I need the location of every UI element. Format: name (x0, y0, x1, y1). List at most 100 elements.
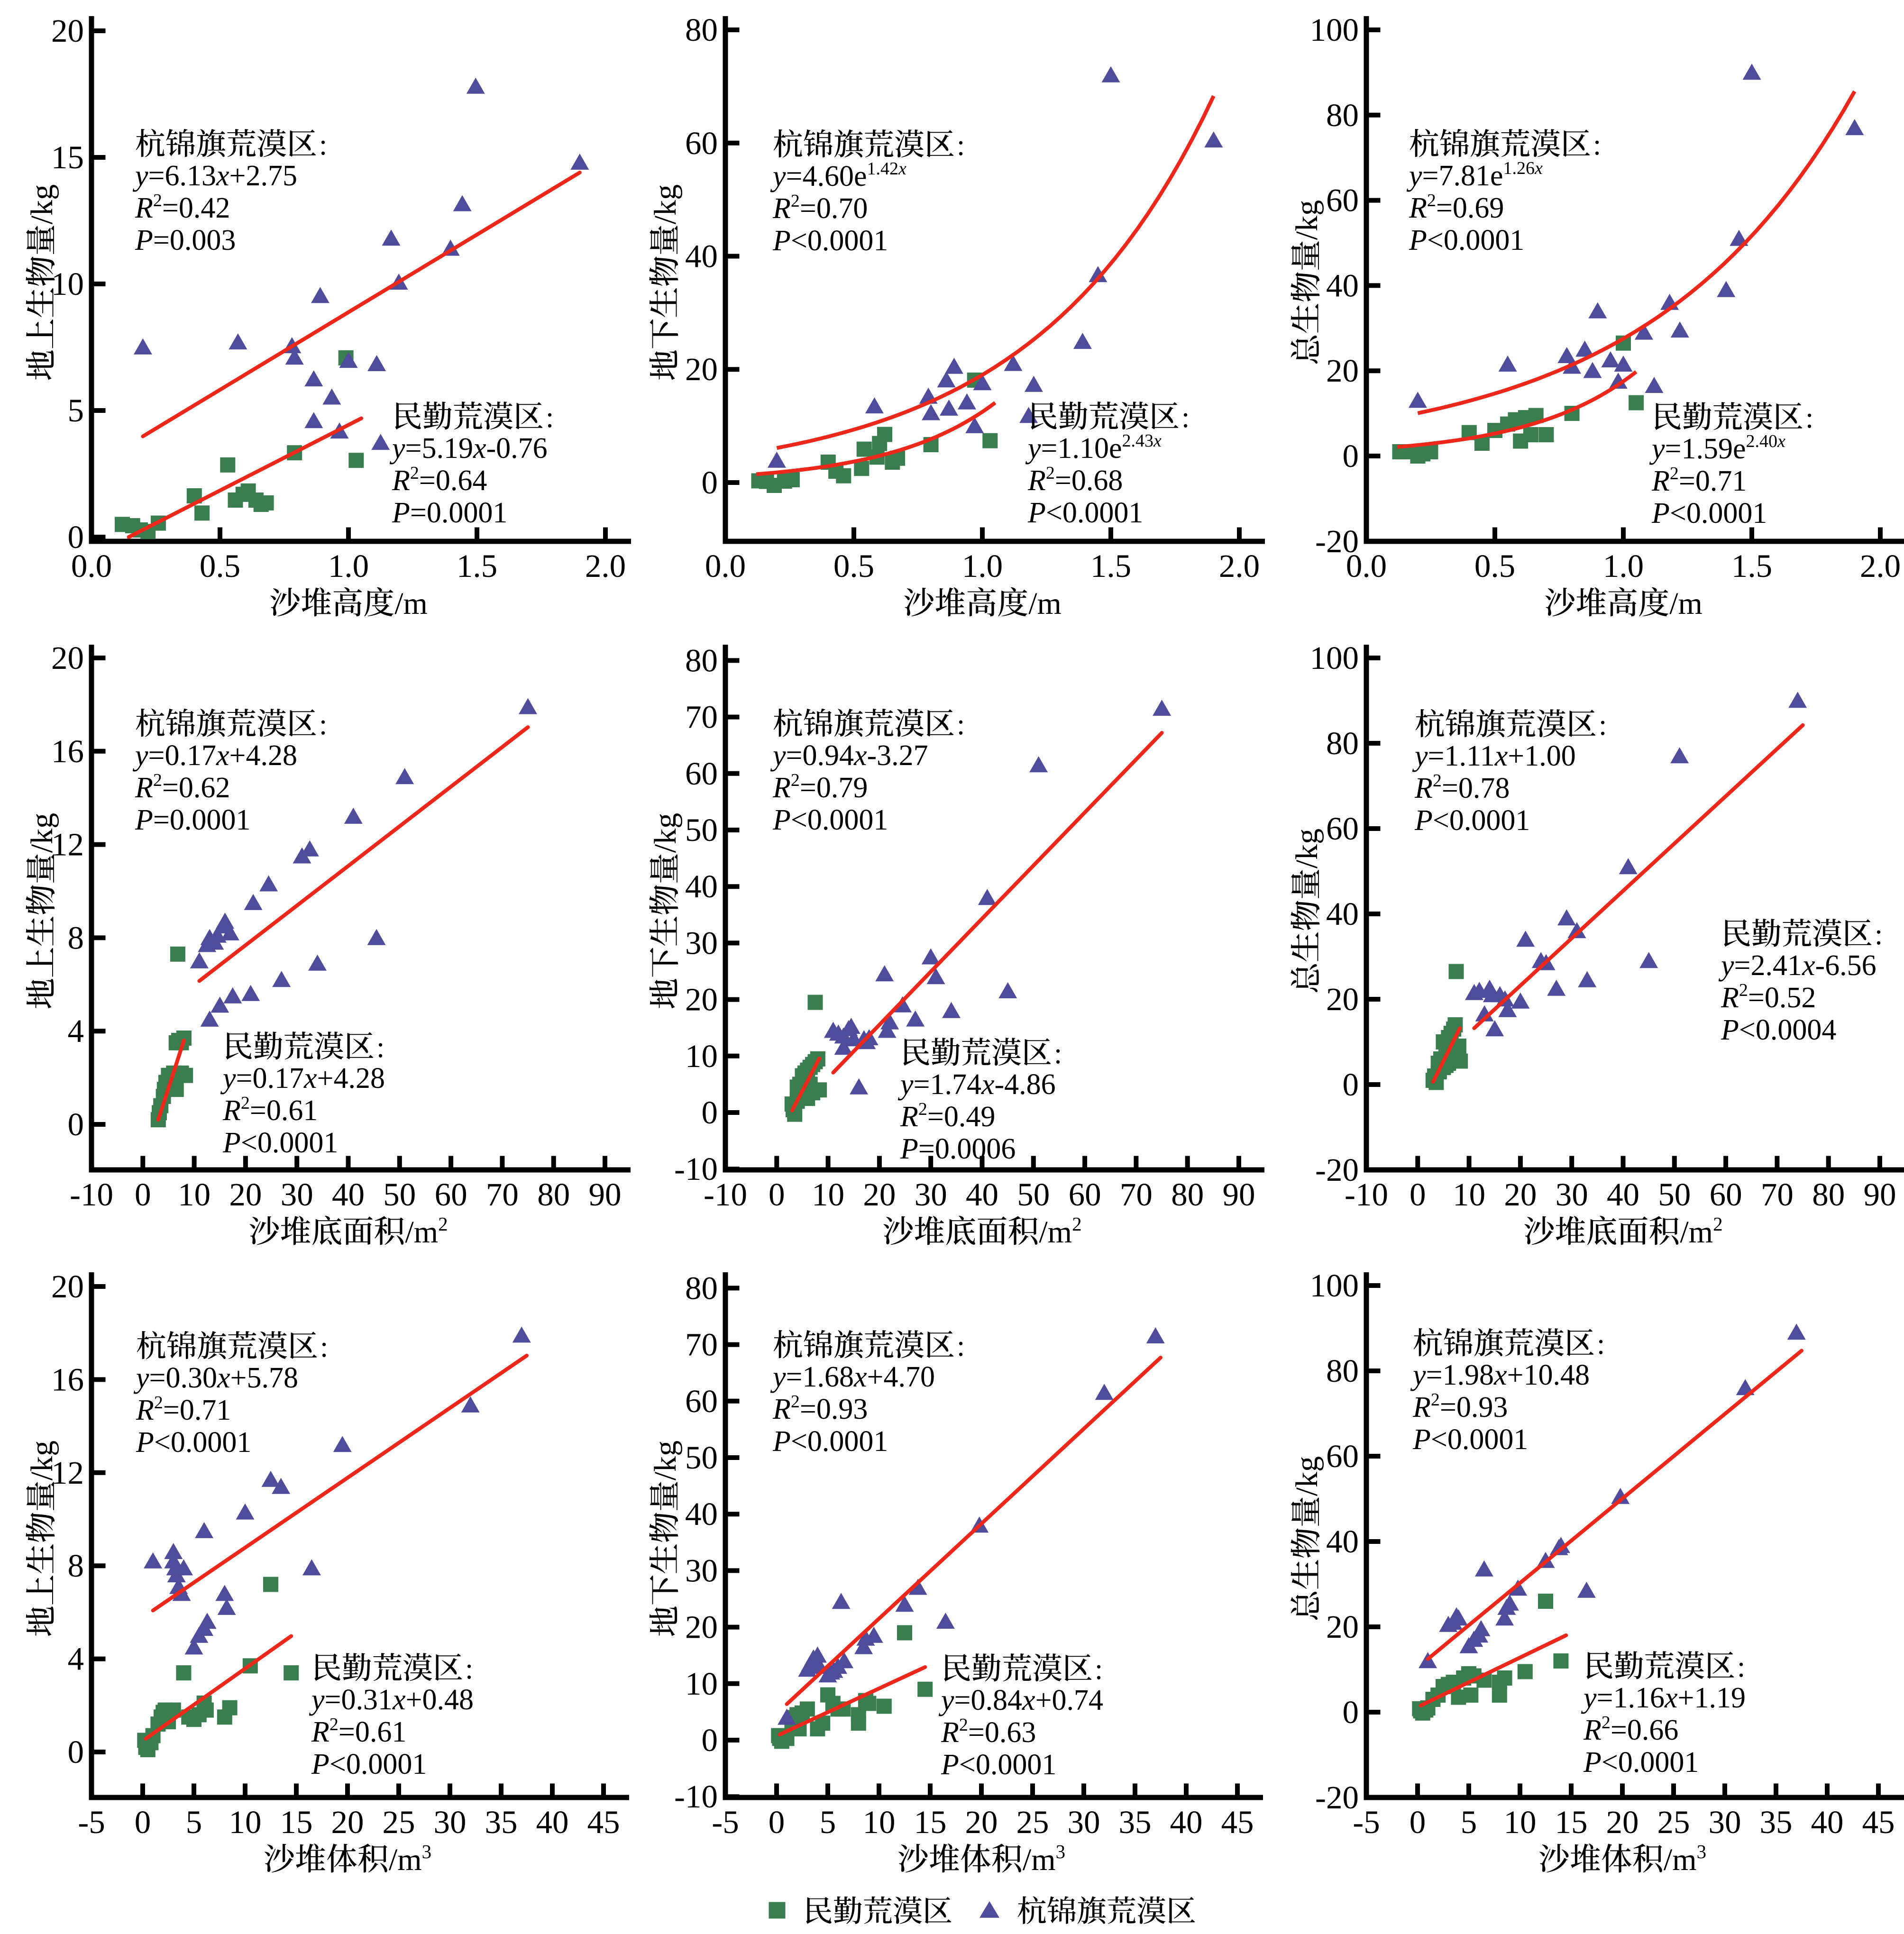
svg-text:P=0.0001: P=0.0001 (392, 497, 507, 529)
svg-text:1.5: 1.5 (457, 548, 497, 584)
svg-text:30: 30 (685, 925, 718, 961)
svg-text:80: 80 (1326, 97, 1359, 133)
svg-text:20: 20 (685, 982, 718, 1018)
svg-text:60: 60 (1326, 811, 1359, 847)
svg-text:R2=0.52: R2=0.52 (1721, 980, 1816, 1014)
svg-text::: : (465, 1653, 473, 1685)
svg-text:/kg: /kg (648, 1441, 683, 1480)
svg-text:45: 45 (1221, 1804, 1254, 1840)
svg-text:10: 10 (685, 1038, 718, 1074)
svg-text:0.0: 0.0 (1346, 548, 1387, 584)
svg-text:1.5: 1.5 (1090, 548, 1131, 584)
svg-text:0.5: 0.5 (200, 548, 240, 584)
svg-text:R2=0.71: R2=0.71 (136, 1393, 231, 1426)
svg-text:0: 0 (1343, 1067, 1359, 1103)
svg-text:P<0.0001: P<0.0001 (1409, 224, 1524, 256)
svg-text:25: 25 (1016, 1804, 1049, 1840)
svg-text:8: 8 (68, 920, 84, 956)
svg-text:0: 0 (135, 1177, 151, 1213)
svg-text:20: 20 (685, 351, 718, 387)
svg-text:60: 60 (685, 1383, 718, 1419)
svg-text:5: 5 (68, 392, 84, 429)
svg-text:80: 80 (1812, 1177, 1845, 1213)
svg-text::: : (1805, 402, 1813, 434)
svg-text:4: 4 (68, 1641, 84, 1677)
svg-text:60: 60 (1710, 1177, 1742, 1213)
svg-text:20: 20 (685, 1609, 718, 1645)
svg-text:20: 20 (965, 1804, 998, 1840)
svg-text:0: 0 (135, 1804, 151, 1840)
svg-text:60: 60 (435, 1177, 467, 1213)
svg-text:30: 30 (685, 1552, 718, 1588)
svg-text:P<0.0001: P<0.0001 (1651, 497, 1767, 529)
svg-text:-10: -10 (674, 1151, 718, 1187)
svg-text:-5: -5 (712, 1804, 739, 1840)
svg-text:P<0.0001: P<0.0001 (1412, 1423, 1528, 1456)
svg-text:50: 50 (685, 1440, 718, 1476)
svg-text:40: 40 (685, 1496, 718, 1532)
svg-text:y=1.10e2.43x: y=1.10e2.43x (1025, 431, 1162, 465)
svg-text:80: 80 (1171, 1177, 1204, 1213)
svg-text:30: 30 (915, 1177, 947, 1213)
svg-text:y=4.60e1.42x: y=4.60e1.42x (770, 159, 906, 192)
svg-text:-20: -20 (1315, 1779, 1359, 1815)
svg-text:-5: -5 (78, 1804, 105, 1840)
svg-text:R2=0.78: R2=0.78 (1414, 771, 1510, 804)
svg-text:80: 80 (1326, 725, 1359, 761)
svg-text::: : (319, 709, 327, 741)
svg-text:R2=0.63: R2=0.63 (941, 1715, 1036, 1749)
svg-text:80: 80 (537, 1177, 570, 1213)
svg-text:R2=0.71: R2=0.71 (1651, 464, 1747, 497)
svg-text::: : (1095, 1653, 1103, 1686)
svg-text:80: 80 (685, 12, 718, 48)
svg-text:/m3: /m3 (389, 1841, 431, 1877)
svg-text:0.0: 0.0 (705, 548, 746, 584)
svg-text::: : (1054, 1038, 1062, 1070)
svg-text:P<0.0001: P<0.0001 (222, 1127, 338, 1159)
svg-text:50: 50 (1658, 1177, 1691, 1213)
svg-text:12: 12 (51, 1455, 84, 1491)
svg-text:12: 12 (51, 827, 84, 863)
svg-text:0: 0 (702, 1722, 718, 1758)
svg-text:25: 25 (1657, 1804, 1690, 1840)
svg-text:60: 60 (1069, 1177, 1101, 1213)
svg-text:40: 40 (966, 1177, 998, 1213)
svg-text::: : (1737, 1651, 1745, 1683)
svg-text:0: 0 (68, 1106, 84, 1142)
svg-text:60: 60 (1326, 182, 1359, 219)
svg-text:70: 70 (486, 1177, 519, 1213)
svg-text:10: 10 (812, 1177, 844, 1213)
svg-text:40: 40 (685, 868, 718, 904)
svg-text:-10: -10 (1345, 1177, 1388, 1213)
svg-text::: : (1875, 919, 1883, 951)
svg-text:0: 0 (1410, 1177, 1426, 1213)
svg-text:20: 20 (51, 13, 84, 49)
svg-text:y=2.41x-6.56: y=2.41x-6.56 (1718, 949, 1877, 982)
svg-text:0: 0 (1343, 438, 1359, 474)
svg-text:50: 50 (1017, 1177, 1050, 1213)
svg-text:P<0.0001: P<0.0001 (1027, 497, 1143, 529)
svg-text:P<0.0001: P<0.0001 (772, 225, 888, 257)
svg-text:y=1.68x+4.70: y=1.68x+4.70 (770, 1361, 935, 1393)
svg-text:P=0.0001: P=0.0001 (135, 804, 250, 836)
svg-text:y=1.16x+1.19: y=1.16x+1.19 (1581, 1682, 1746, 1714)
svg-text:10: 10 (685, 1666, 718, 1702)
svg-text::: : (1593, 129, 1601, 161)
svg-text:y=7.81e1.26x: y=7.81e1.26x (1406, 158, 1543, 192)
svg-text::: : (546, 401, 554, 434)
svg-text:P=0.003: P=0.003 (135, 224, 236, 256)
svg-text:0.5: 0.5 (833, 548, 874, 584)
svg-text:20: 20 (863, 1177, 896, 1213)
svg-text:10: 10 (229, 1804, 262, 1840)
svg-text:40: 40 (1326, 267, 1359, 303)
svg-text:0: 0 (702, 465, 718, 501)
svg-text:15: 15 (914, 1804, 947, 1840)
svg-text:/kg: /kg (1290, 200, 1324, 240)
svg-text:70: 70 (1120, 1177, 1153, 1213)
svg-text:35: 35 (1760, 1804, 1793, 1840)
svg-text:y=0.94x-3.27: y=0.94x-3.27 (770, 739, 928, 772)
svg-text:70: 70 (685, 699, 718, 735)
svg-text:100: 100 (1310, 640, 1359, 676)
svg-text:0.5: 0.5 (1474, 548, 1515, 584)
svg-text:-20: -20 (1315, 1152, 1359, 1188)
